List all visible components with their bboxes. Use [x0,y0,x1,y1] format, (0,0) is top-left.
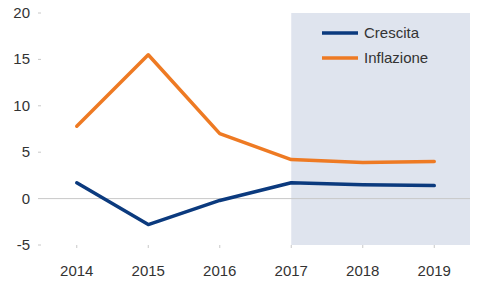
y-tick [38,13,41,14]
x-tick-label: 2015 [132,262,165,279]
x-tick-label: 2019 [418,262,451,279]
y-tick-label: 20 [13,4,30,21]
y-tick [38,105,41,106]
x-tick-label: 2014 [60,262,93,279]
y-tick-label: -5 [17,236,30,253]
x-tick-label: 2016 [203,262,236,279]
chart-container: -5 0 5 10 15 20 2014 2015 2016 2017 2018 2019 Cresci… [0,0,503,296]
plot-area [77,55,435,225]
x-tick-label: 2017 [275,262,308,279]
series-line [77,183,435,225]
x-tick-label: 2018 [346,262,379,279]
y-tick [38,152,41,153]
y-tick [38,245,41,246]
x-tick [362,245,363,248]
legend-label: Inflazione [364,49,428,66]
y-tick-label: 0 [22,190,30,207]
y-tick-label: 5 [22,143,30,160]
x-tick [434,245,435,248]
x-tick [291,245,292,248]
chart-svg: -5 0 5 10 15 20 2014 2015 2016 2017 2018 2019 Cresci… [0,0,503,296]
x-tick [148,245,149,248]
y-tick [38,59,41,60]
legend-swatch [322,56,358,60]
y-tick [38,198,41,199]
x-tick [76,245,77,248]
legend-swatch [322,31,358,35]
y-tick-label: 10 [13,97,30,114]
series-line [77,55,435,163]
shaded-region [291,13,470,245]
x-tick [219,245,220,248]
legend-label: Crescita [364,24,420,41]
y-tick-label: 15 [13,50,30,67]
